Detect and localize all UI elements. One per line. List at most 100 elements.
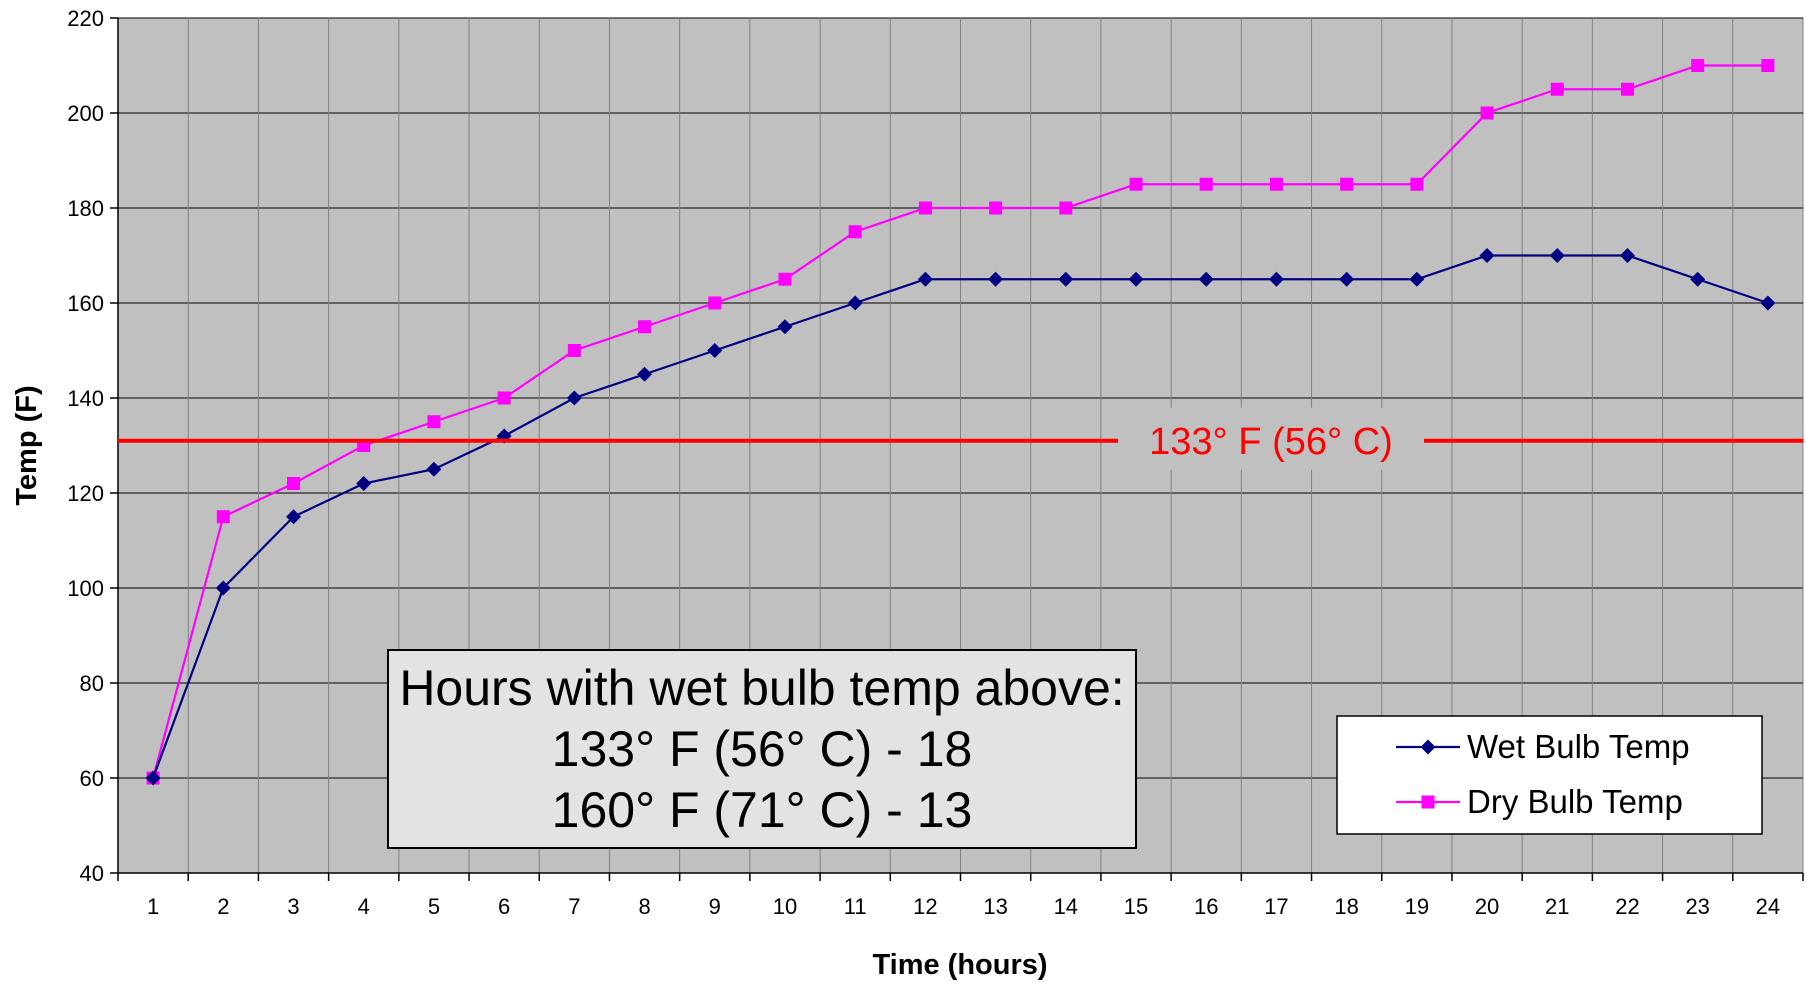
data-point [1129, 177, 1143, 191]
series-line [152, 254, 1769, 779]
data-point [777, 319, 793, 335]
y-tick-label: 200 [67, 101, 104, 126]
data-point [1690, 271, 1706, 287]
y-tick-label: 220 [67, 6, 104, 31]
data-point [1691, 59, 1705, 72]
legend-label: Dry Bulb Temp [1467, 783, 1683, 820]
legend: Wet Bulb Temp Dry Bulb Temp [1336, 715, 1763, 835]
axes [110, 17, 1804, 881]
x-tick-label: 3 [287, 894, 299, 919]
legend-item: Wet Bulb Temp [1396, 728, 1690, 765]
data-point [638, 320, 652, 334]
data-point [1619, 248, 1635, 263]
x-tick-label: 12 [913, 894, 937, 919]
x-tick-label: 13 [983, 894, 1007, 919]
y-tick-label: 40 [80, 861, 104, 886]
data-point [848, 225, 862, 239]
data-point [708, 296, 722, 310]
y-tick-label: 100 [67, 576, 104, 601]
reference-label: 133° F (56° C) [1149, 421, 1393, 463]
y-tick-label: 160 [67, 291, 104, 316]
x-tick-label: 21 [1545, 894, 1569, 919]
reference-label-bg [1118, 407, 1424, 470]
data-point [989, 201, 1003, 215]
x-axis-title: Time (hours) [872, 949, 1047, 981]
legend-marker [1421, 795, 1435, 809]
data-point [778, 272, 792, 286]
data-point [427, 415, 441, 429]
data-point [566, 390, 582, 406]
annotation-line-2: 133° F (56° C) - 18 [552, 721, 973, 777]
x-tick-label: 14 [1054, 894, 1078, 919]
data-point [1480, 106, 1494, 120]
data-point [1339, 271, 1355, 287]
y-tick-label: 140 [67, 386, 104, 411]
x-tick-label: 5 [428, 894, 440, 919]
data-point [707, 343, 723, 358]
data-point [918, 201, 932, 215]
data-point [1340, 177, 1354, 191]
data-point [1479, 248, 1495, 263]
y-tick-label: 180 [67, 196, 104, 221]
x-tick-label: 2 [217, 894, 229, 919]
data-point [286, 509, 302, 525]
data-point [426, 461, 442, 477]
data-point [1549, 248, 1565, 263]
x-tick-label: 8 [638, 894, 650, 919]
data-point [1409, 271, 1425, 287]
data-point [145, 770, 161, 786]
data-point [1058, 271, 1074, 287]
data-point [988, 271, 1004, 287]
x-tick-label: 16 [1194, 894, 1218, 919]
x-tick-label: 10 [773, 894, 797, 919]
data-point [1620, 82, 1634, 96]
x-tick-label: 9 [709, 894, 721, 919]
x-tick-label: 11 [844, 894, 867, 919]
x-tick-label: 23 [1685, 894, 1709, 919]
x-tick-label: 6 [498, 894, 510, 919]
data-point [215, 580, 231, 596]
data-point [1059, 201, 1073, 215]
data-point [216, 510, 230, 524]
y-tick-label: 60 [80, 766, 104, 791]
y-tick-label: 120 [67, 481, 104, 506]
reference-line: 133° F (56° C) [118, 407, 1803, 470]
data-point [1269, 177, 1283, 191]
data-point [847, 295, 863, 311]
series [145, 59, 1776, 786]
x-tick-label: 19 [1405, 894, 1429, 919]
data-point [1198, 271, 1214, 287]
annotation-line-3: 160° F (71° C) - 13 [552, 782, 973, 838]
y-tick-label: 80 [80, 671, 104, 696]
data-point [1128, 271, 1144, 287]
x-tick-label: 15 [1124, 894, 1148, 919]
data-point [1550, 82, 1564, 96]
annotation-box: Hours with wet bulb temp above: 133° F (… [387, 649, 1137, 849]
data-point [1760, 295, 1776, 311]
annotation-line-1: Hours with wet bulb temp above: [399, 660, 1124, 716]
legend-item: Dry Bulb Temp [1396, 783, 1683, 820]
x-tick-label: 24 [1756, 894, 1780, 919]
data-point [917, 271, 933, 287]
legend-marker [1420, 739, 1436, 755]
data-point [567, 344, 581, 357]
x-tick-label: 22 [1615, 894, 1639, 919]
x-tick-label: 17 [1264, 894, 1288, 919]
x-tick-label: 7 [568, 894, 580, 919]
x-tick-label: 1 [147, 894, 159, 919]
data-point [1199, 177, 1213, 191]
data-point [637, 366, 653, 382]
data-point [1410, 177, 1424, 191]
data-point [1268, 271, 1284, 287]
x-tick-label: 4 [358, 894, 370, 919]
data-point [287, 477, 301, 490]
series-line [152, 64, 1768, 779]
data-point [497, 391, 511, 405]
y-axis-title: Temp (F) [11, 385, 43, 505]
data-point [1761, 59, 1775, 72]
x-tick-label: 18 [1334, 894, 1358, 919]
data-point [356, 476, 372, 491]
legend-label: Wet Bulb Temp [1467, 728, 1690, 765]
